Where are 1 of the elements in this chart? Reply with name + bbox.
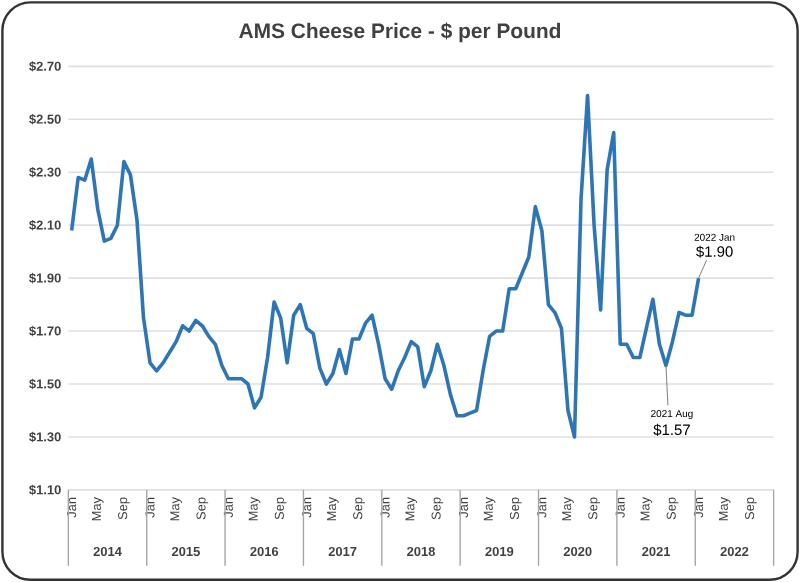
chart-title: AMS Cheese Price - $ per Pound	[239, 22, 561, 43]
